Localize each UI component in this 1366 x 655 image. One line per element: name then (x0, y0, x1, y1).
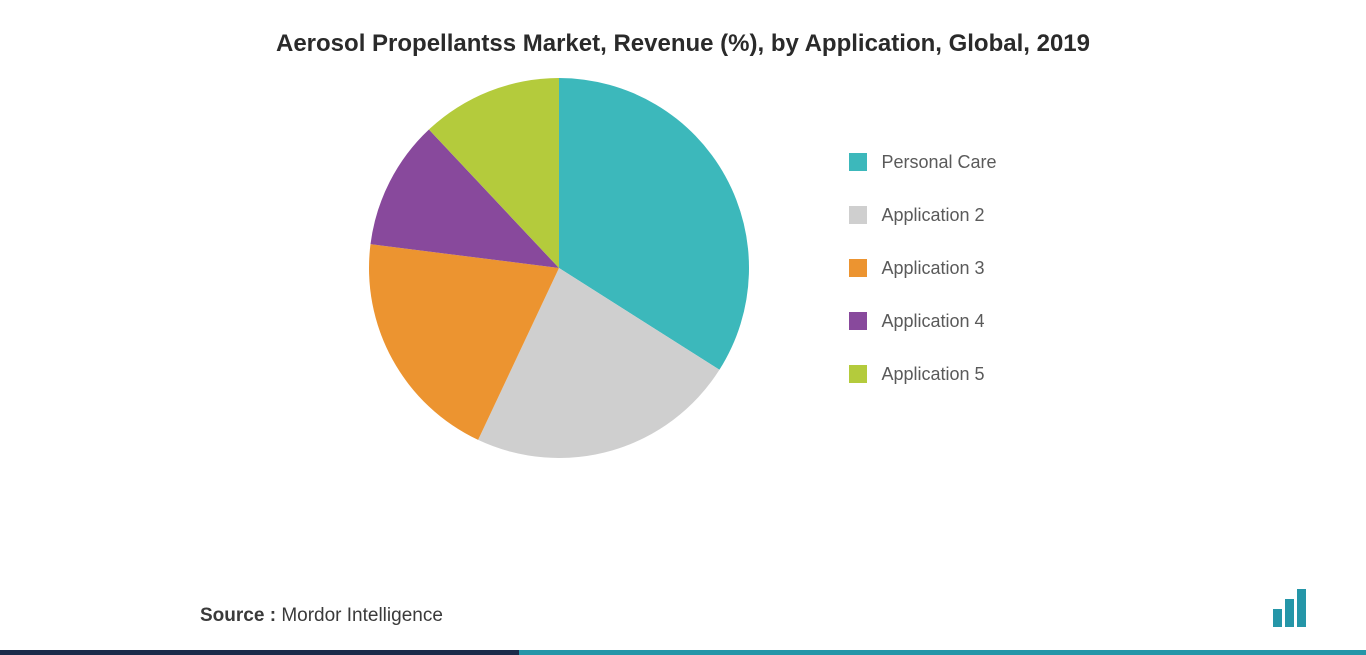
chart-title: Aerosol Propellantss Market, Revenue (%)… (40, 30, 1326, 58)
chart-area: Personal Care Application 2 Application 3 A… (40, 78, 1326, 458)
legend-label: Personal Care (881, 152, 996, 173)
legend-swatch (849, 206, 867, 224)
legend: Personal Care Application 2 Application 3 A… (849, 152, 996, 385)
legend-swatch (849, 312, 867, 330)
chart-container: Aerosol Propellantss Market, Revenue (%)… (0, 0, 1366, 655)
legend-item: Application 4 (849, 311, 996, 332)
source-value: Mordor Intelligence (281, 605, 443, 626)
brand-logo (1273, 589, 1306, 627)
source-label: Source : (200, 605, 276, 626)
legend-item: Application 2 (849, 205, 996, 226)
legend-swatch (849, 259, 867, 277)
legend-label: Application 3 (881, 258, 984, 279)
pie-chart (369, 78, 749, 458)
legend-label: Application 4 (881, 311, 984, 332)
logo-bars-icon (1273, 589, 1306, 627)
legend-swatch (849, 153, 867, 171)
legend-label: Application 2 (881, 205, 984, 226)
footer-gradient-line (0, 650, 1366, 655)
legend-item: Application 5 (849, 364, 996, 385)
source-row: Source : Mordor Intelligence (0, 589, 1366, 627)
source-text: Source : Mordor Intelligence (200, 605, 443, 627)
legend-item: Application 3 (849, 258, 996, 279)
legend-item: Personal Care (849, 152, 996, 173)
legend-swatch (849, 365, 867, 383)
legend-label: Application 5 (881, 364, 984, 385)
